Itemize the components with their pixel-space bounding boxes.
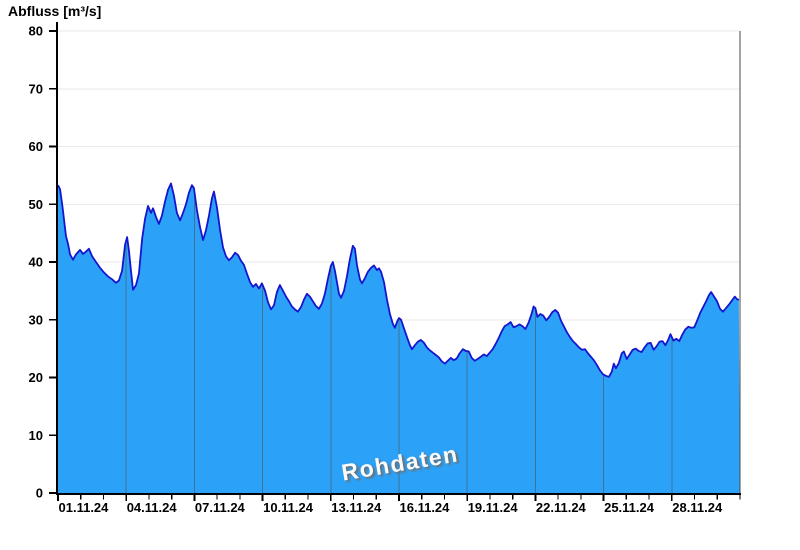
y-ticks xyxy=(49,30,56,494)
x-tick-label: 07.11.24 xyxy=(195,500,246,515)
x-tick-label: 01.11.24 xyxy=(59,500,110,515)
x-tick-label: 22.11.24 xyxy=(536,500,587,515)
x-ticks xyxy=(57,495,741,501)
y-tick-label: 10 xyxy=(29,428,43,443)
y-tick-label: 50 xyxy=(29,197,43,212)
axes xyxy=(56,22,741,495)
x-tick-label: 10.11.24 xyxy=(263,500,314,515)
y-tick-label: 20 xyxy=(29,370,43,385)
y-tick-label: 80 xyxy=(29,24,43,39)
x-tick-label: 04.11.24 xyxy=(127,500,178,515)
x-tick-label: 25.11.24 xyxy=(604,500,655,515)
x-tick-label: 19.11.24 xyxy=(468,500,519,515)
y-tick-label: 40 xyxy=(29,255,43,270)
y-tick-label: 30 xyxy=(29,312,43,327)
chart-title: Abfluss [m³/s] xyxy=(8,3,102,19)
x-tick-labels: 01.11.24 04.11.24 07.11.24 10.11.24 13.11.24… xyxy=(59,500,723,515)
y-tick-label: 0 xyxy=(36,486,43,501)
y-tick-label: 70 xyxy=(29,81,43,96)
x-tick-label: 13.11.24 xyxy=(331,500,382,515)
y-tick-label: 60 xyxy=(29,139,43,154)
x-tick-label: 28.11.24 xyxy=(672,500,723,515)
series-line xyxy=(57,182,740,378)
y-tick-labels: 0 10 20 30 40 50 60 70 80 xyxy=(29,24,43,501)
x-tick-label: 16.11.24 xyxy=(400,500,451,515)
